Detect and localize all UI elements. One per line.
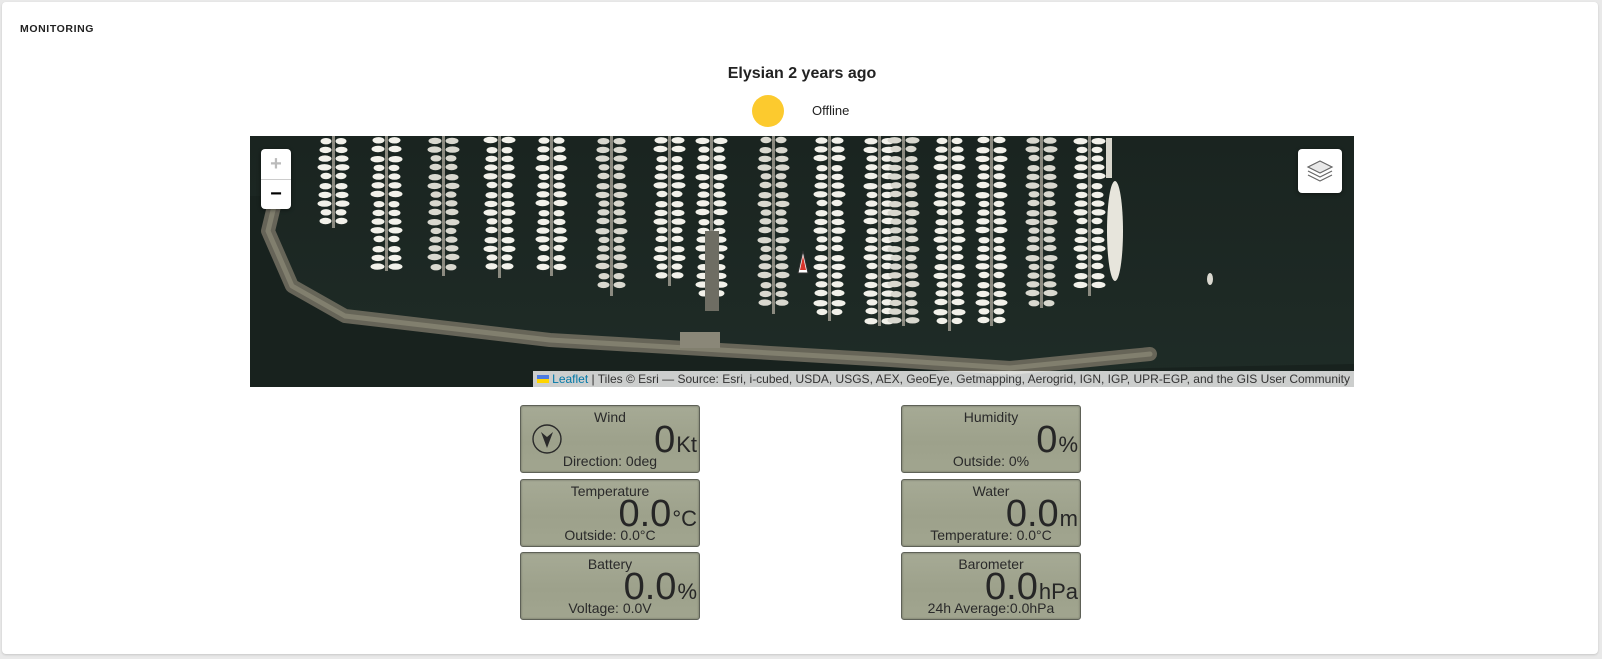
water-gauge: Water 0.0m Temperature: 0.0°C: [901, 479, 1081, 547]
zoom-control: + −: [261, 149, 291, 209]
barometer-gauge: Barometer 0.0hPa 24h Average:0.0hPa: [901, 552, 1081, 620]
humidity-gauge: Humidity 0% Outside: 0%: [901, 405, 1081, 473]
attribution-separator: |: [592, 372, 595, 386]
tiles-attribution-text: Tiles © Esri — Source: Esri, i-cubed, US…: [598, 372, 1350, 386]
wind-gauge: Wind 0Kt Direction: 0deg: [520, 405, 700, 473]
satellite-map-tiles[interactable]: [250, 136, 1354, 387]
layers-button[interactable]: [1298, 149, 1342, 193]
leaflet-link[interactable]: Leaflet: [552, 372, 588, 386]
section-title: MONITORING: [20, 23, 94, 35]
battery-gauge: Battery 0.0% Voltage: 0.0V: [520, 552, 700, 620]
layers-icon: [1306, 157, 1334, 185]
status-dot-icon: [752, 95, 784, 127]
vessel-title: Elysian 2 years ago: [2, 65, 1602, 83]
zoom-out-button[interactable]: −: [261, 179, 291, 209]
status-text: Offline: [812, 103, 849, 118]
compass-arrow-icon: [531, 423, 563, 455]
map-view[interactable]: + − Leaflet | Tiles © Esri — Source: Esr…: [250, 136, 1354, 387]
zoom-in-button[interactable]: +: [261, 149, 291, 179]
temperature-gauge: Temperature 0.0°C Outside: 0.0°C: [520, 479, 700, 547]
ukraine-flag-icon: [537, 375, 549, 383]
humidity-outside: Outside: 0%: [902, 453, 1080, 469]
wind-direction: Direction: 0deg: [521, 453, 699, 469]
temperature-outside: Outside: 0.0°C: [521, 527, 699, 543]
battery-voltage: Voltage: 0.0V: [521, 600, 699, 616]
water-temperature: Temperature: 0.0°C: [902, 527, 1080, 543]
barometer-average: 24h Average:0.0hPa: [902, 600, 1080, 616]
map-attribution: Leaflet | Tiles © Esri — Source: Esri, i…: [533, 371, 1354, 387]
